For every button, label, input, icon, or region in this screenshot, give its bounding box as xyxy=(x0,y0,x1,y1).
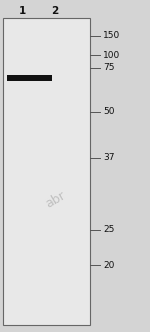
Bar xyxy=(7,75,52,81)
Text: abr: abr xyxy=(43,189,67,211)
Text: 100: 100 xyxy=(103,50,120,59)
Text: 25: 25 xyxy=(103,225,114,234)
Text: 20: 20 xyxy=(103,261,114,270)
Bar xyxy=(3,18,90,325)
Text: 50: 50 xyxy=(103,108,114,117)
Text: 37: 37 xyxy=(103,153,114,162)
Text: 150: 150 xyxy=(103,32,120,41)
Text: 1: 1 xyxy=(18,6,26,16)
Text: 75: 75 xyxy=(103,63,114,72)
Text: 2: 2 xyxy=(51,6,59,16)
